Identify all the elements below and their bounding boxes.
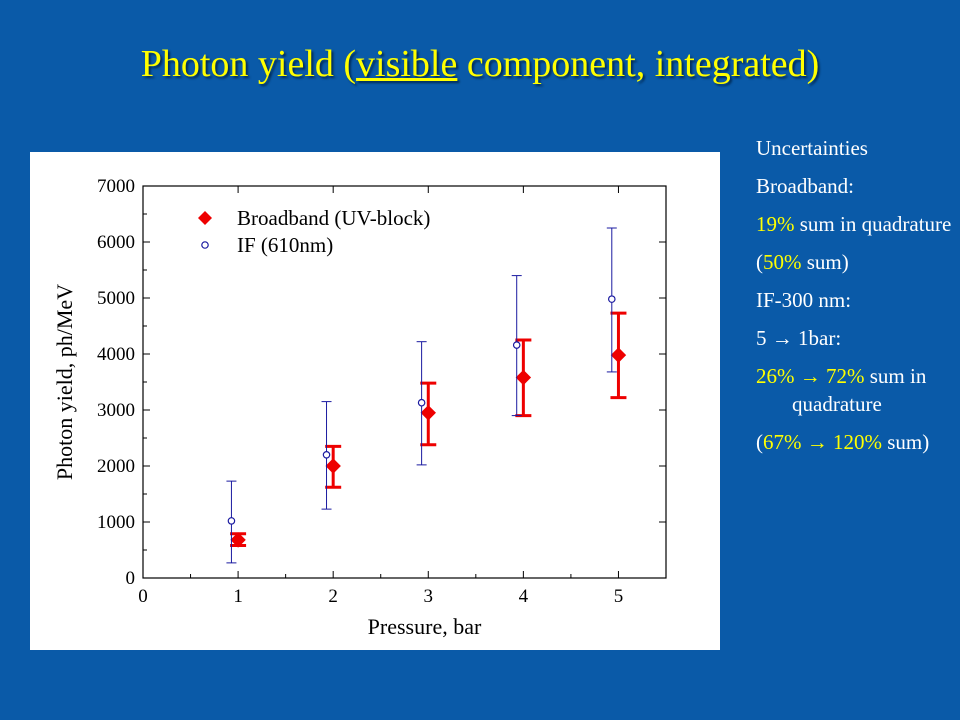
slide-title: Photon yield (visible component, integra…: [140, 43, 820, 85]
y-tick-label: 3000: [97, 400, 135, 421]
x-tick-label: 3: [424, 586, 434, 607]
broadband-point: [230, 532, 246, 548]
if-sum: (67% → 120% sum): [756, 430, 930, 454]
broadband-point: [325, 458, 341, 474]
legend-marker-if: [201, 241, 209, 249]
if-point: [227, 517, 236, 525]
x-axis-label: Pressure, bar: [368, 614, 482, 639]
y-tick-label: 0: [126, 568, 136, 589]
if-point: [322, 450, 331, 459]
legend-label: Broadband (UV-block): [237, 206, 430, 230]
if-pressure-range: 5 → 1bar:: [756, 326, 842, 350]
x-tick-label: 5: [614, 586, 624, 607]
photon-yield-chart: 0 1 2 3 4 5 0 1000 2000 3000 4000 5000 6000 7000 Press…: [52, 176, 667, 639]
notes-heading: Uncertainties: [756, 136, 868, 160]
y-tick-label: 5000: [97, 288, 135, 309]
broadband-uncertainty: 19% sum in quadrature: [756, 212, 952, 236]
broadband-point: [610, 347, 627, 363]
broadband-point: [515, 369, 532, 386]
if-point: [607, 295, 616, 303]
x-tick-label: 4: [519, 586, 529, 607]
broadband-sum: (50% sum): [756, 250, 849, 274]
chart-panel: 0 1 2 3 4 5 0 1000 2000 3000 4000 5000 6000 7000 Press…: [30, 152, 720, 650]
legend-label: IF (610nm): [237, 233, 333, 257]
x-tick-label: 0: [138, 586, 148, 607]
uncertainties-notes: Uncertainties Broadband: 19% sum in quad…: [756, 134, 956, 466]
broadband-label: Broadband:: [756, 174, 854, 198]
plot-frame: [142, 185, 667, 579]
y-tick-label: 6000: [97, 232, 135, 253]
legend-marker-broadband: [198, 211, 212, 225]
y-tick-label: 2000: [97, 456, 135, 477]
x-tick-label: 2: [328, 586, 338, 607]
if-label: IF-300 nm:: [756, 288, 852, 312]
y-tick-label: 4000: [97, 344, 135, 365]
if-uncertainty: 26% → 72% sum in quadrature: [756, 364, 927, 416]
if-point: [512, 341, 521, 349]
y-tick-label: 1000: [97, 512, 135, 533]
x-tick-label: 1: [233, 586, 243, 607]
if-point: [417, 398, 426, 407]
title-underlined-word: visible: [356, 43, 458, 85]
broadband-point: [420, 405, 436, 421]
y-tick-label: 7000: [97, 176, 135, 197]
y-axis-label: Photon yield, ph/MeV: [52, 284, 77, 480]
